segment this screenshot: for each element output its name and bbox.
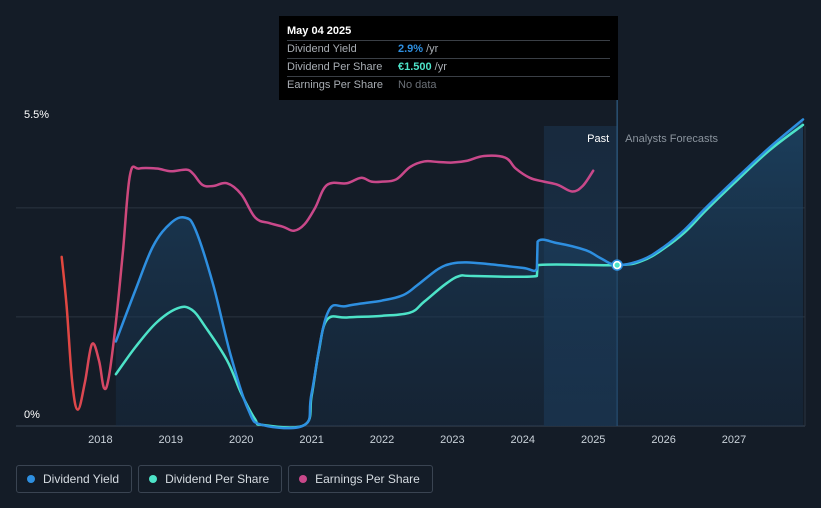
tooltip: May 04 2025 Dividend Yield 2.9% /yr Divi… bbox=[279, 16, 618, 100]
legend-label: Dividend Yield bbox=[43, 472, 120, 486]
tooltip-value: No data bbox=[398, 79, 437, 91]
tooltip-row-dividend-per-share: Dividend Per Share €1.500 /yr bbox=[287, 58, 610, 76]
y-tick-label: 5.5% bbox=[24, 109, 49, 121]
analysts-forecasts-label: Analysts Forecasts bbox=[625, 133, 718, 145]
tooltip-date: May 04 2025 bbox=[287, 25, 352, 37]
legend-dividend-yield[interactable]: Dividend Yield bbox=[16, 465, 133, 493]
x-tick-label: 2026 bbox=[651, 434, 675, 446]
tooltip-value: €1.500 bbox=[398, 61, 432, 73]
legend-dot-icon bbox=[149, 475, 158, 483]
dividend-per-share-line bbox=[114, 123, 805, 429]
legend: Dividend Yield Dividend Per Share Earnin… bbox=[16, 465, 433, 493]
tooltip-label: Dividend Yield bbox=[287, 43, 357, 55]
x-tick-label: 2027 bbox=[722, 434, 746, 446]
legend-label: Earnings Per Share bbox=[315, 472, 420, 486]
dividend-yield-line bbox=[114, 118, 805, 430]
tooltip-label: Dividend Per Share bbox=[287, 61, 383, 73]
earnings-per-share-line bbox=[60, 154, 595, 411]
x-tick-label: 2018 bbox=[88, 434, 112, 446]
x-tick-label: 2021 bbox=[299, 434, 323, 446]
past-label: Past bbox=[587, 133, 609, 145]
x-tick-label: 2020 bbox=[229, 434, 253, 446]
y-tick-label: 0% bbox=[24, 409, 40, 421]
forecast-start-marker-core bbox=[614, 262, 620, 268]
legend-label: Dividend Per Share bbox=[165, 472, 270, 486]
tooltip-unit: /yr bbox=[426, 43, 439, 55]
x-tick-label: 2023 bbox=[440, 434, 464, 446]
x-tick-label: 2025 bbox=[581, 434, 605, 446]
x-tick-label: 2022 bbox=[370, 434, 394, 446]
legend-dot-icon bbox=[27, 475, 35, 483]
y-axis: 5.5% 0% bbox=[24, 109, 49, 421]
tooltip-unit: /yr bbox=[434, 61, 447, 73]
tooltip-row-dividend-yield: Dividend Yield 2.9% /yr bbox=[287, 40, 610, 58]
legend-dividend-per-share[interactable]: Dividend Per Share bbox=[138, 465, 283, 493]
tooltip-label: Earnings Per Share bbox=[287, 79, 383, 91]
x-tick-label: 2019 bbox=[159, 434, 183, 446]
dividend-yield-area bbox=[115, 119, 803, 429]
tooltip-value: 2.9% bbox=[398, 43, 424, 55]
legend-earnings-per-share[interactable]: Earnings Per Share bbox=[288, 465, 433, 493]
legend-dot-icon bbox=[299, 475, 308, 483]
tooltip-row-earnings-per-share: Earnings Per Share No data bbox=[287, 76, 610, 94]
x-tick-label: 2024 bbox=[511, 434, 535, 446]
x-axis: 2018 2019 2020 2021 2022 2023 2024 2025 2026 2027 bbox=[88, 434, 746, 446]
